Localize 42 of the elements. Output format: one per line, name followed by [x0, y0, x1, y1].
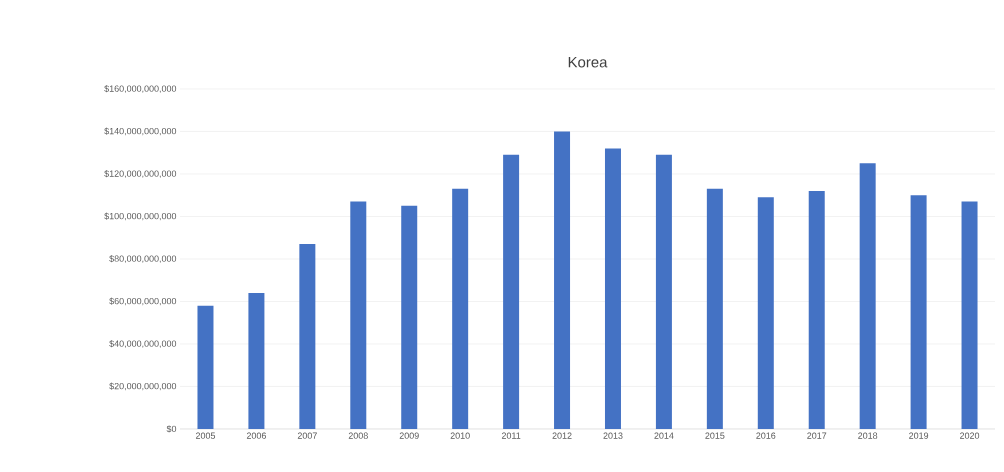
bar [401, 205, 418, 429]
x-tick-label: 2009 [399, 432, 419, 439]
y-tick-label: $120,000,000,000 [104, 170, 177, 178]
y-tick-label: $60,000,000,000 [109, 297, 177, 306]
bar [604, 148, 621, 429]
y-tick-label: $80,000,000,000 [109, 255, 177, 263]
y-tick-label: $140,000,000,000 [104, 127, 177, 136]
bar [554, 131, 571, 429]
x-tick-label: 2013 [603, 432, 623, 439]
bar [452, 188, 469, 429]
x-tick-label: 2010 [450, 432, 470, 439]
x-tick-label: 2020 [960, 432, 980, 439]
x-tick-label: 2018 [858, 432, 878, 439]
x-tick-label: 2008 [348, 432, 368, 439]
bar [808, 190, 825, 429]
x-tick-label: 2006 [246, 432, 266, 439]
bar [910, 195, 927, 429]
y-tick-label: $20,000,000,000 [109, 382, 177, 391]
bar [503, 154, 520, 429]
x-tick-label: 2017 [807, 432, 827, 439]
x-tick-label: 2012 [552, 432, 572, 439]
y-tick-label: $100,000,000,000 [104, 212, 177, 221]
x-tick-label: 2011 [501, 432, 521, 439]
bar [248, 292, 265, 429]
bar [655, 154, 672, 429]
x-tick-label: 2005 [195, 432, 216, 439]
bar [757, 197, 774, 429]
y-tick-label: $160,000,000,000 [104, 85, 177, 93]
bar [350, 201, 367, 429]
chart-title: Korea [568, 57, 608, 68]
x-tick-label: 2016 [756, 432, 776, 439]
y-tick-label: $40,000,000,000 [109, 340, 177, 348]
x-tick-label: 2015 [705, 432, 725, 439]
bar [859, 163, 876, 429]
x-tick-label: 2007 [297, 432, 317, 439]
y-tick-label: $0 [166, 425, 177, 433]
bar [961, 201, 978, 429]
bar [706, 188, 723, 429]
x-tick-label: 2019 [909, 432, 929, 439]
x-tick-label: 2014 [654, 432, 674, 439]
bar [197, 305, 214, 429]
bar [299, 244, 316, 429]
